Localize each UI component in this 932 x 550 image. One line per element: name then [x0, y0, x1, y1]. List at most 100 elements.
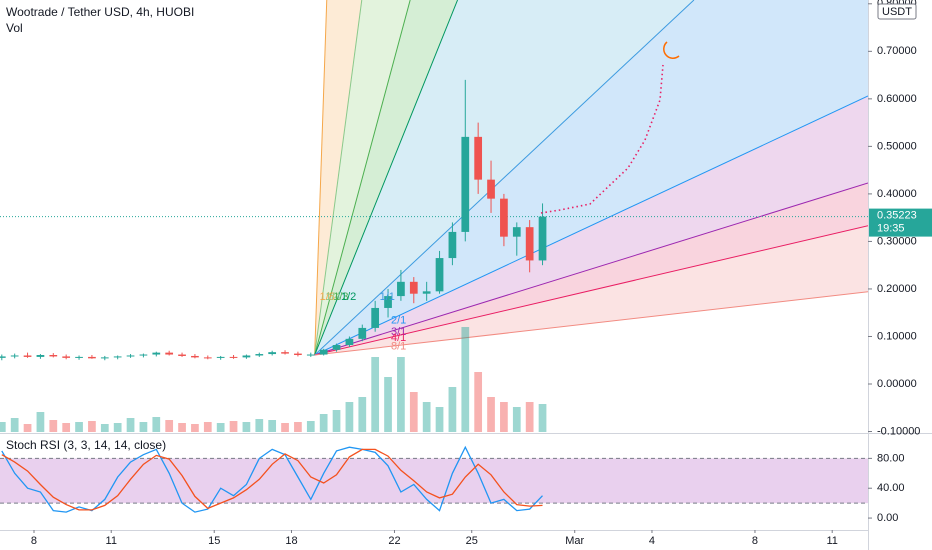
volume-bar: [358, 397, 367, 432]
fan-label: 4/1: [391, 332, 406, 344]
x-tick-label: 4: [649, 535, 655, 547]
volume-bar: [409, 392, 418, 432]
candle-body: [422, 291, 431, 294]
volume-bar: [242, 422, 251, 432]
candle-body: [474, 136, 483, 180]
volume-bar: [525, 402, 534, 432]
volume-bar: [435, 407, 444, 432]
volume-bar: [255, 419, 264, 432]
candle-body: [268, 352, 277, 355]
x-tick-label: 11: [106, 535, 117, 547]
band-fill: [0, 458, 868, 504]
x-tick-label: Mar: [565, 535, 584, 547]
fan-line: [314, 0, 695, 356]
volume-bar: [319, 414, 328, 432]
currency: USDT: [882, 6, 912, 18]
candle-body: [178, 354, 186, 356]
y-tick-label: 0.30000: [877, 235, 917, 247]
candle-body: [332, 345, 341, 350]
y-tick-label: 0.60000: [877, 93, 917, 105]
volume-bar: [88, 421, 96, 432]
stoch-title: Stoch RSI (3, 3, 14, 14, close): [6, 438, 166, 452]
candle-body: [461, 136, 470, 232]
candle-body: [229, 356, 238, 358]
fan-line: [314, 0, 459, 356]
volume-bar: [538, 404, 547, 432]
candle-body: [500, 198, 508, 237]
candle-body: [358, 327, 367, 339]
fan-label: 1/2: [341, 291, 356, 303]
fan-label: 1/4: [325, 291, 340, 303]
candle-body: [345, 338, 354, 346]
volume-bar: [152, 417, 161, 432]
candle-body: [294, 353, 302, 356]
gann-fan: [314, 0, 868, 356]
chart-title: Wootrade / Tether USD, 4h, HUOBI: [6, 5, 194, 19]
volume-bar: [62, 423, 71, 432]
fan-line: [314, 182, 868, 356]
x-tick-label: 18: [285, 535, 297, 547]
candle-body: [409, 281, 418, 294]
candle-body: [139, 354, 148, 356]
candle-body: [242, 355, 251, 358]
y-tick-label: -0.10000: [877, 425, 920, 437]
candle-body: [448, 231, 457, 259]
candle-body: [165, 352, 174, 355]
volume-bar: [126, 418, 135, 432]
volume-bar: [422, 402, 431, 432]
fan-label: 1/3: [333, 291, 348, 303]
y-tick-label: 0.70000: [877, 45, 917, 57]
candle-body: [100, 357, 109, 359]
volume-bar: [384, 377, 392, 432]
fan-line: [314, 95, 868, 356]
volume-bar: [306, 421, 315, 432]
y-tick-label: 0.20000: [877, 283, 917, 295]
volume-bar: [512, 407, 521, 432]
volume-bar: [10, 418, 19, 432]
fan-fill: [314, 0, 868, 356]
volume-bar: [474, 372, 483, 432]
fan-labels: 1/81/41/31/2 1/1 2/13/14/18/1: [320, 291, 407, 353]
volume: [0, 327, 547, 432]
candle-body: [371, 307, 380, 328]
candle-body: [435, 258, 444, 292]
volume-label: Vol: [6, 21, 23, 35]
volume-bar: [229, 421, 238, 432]
fan-line: [314, 0, 328, 356]
candle-body: [281, 352, 289, 354]
last-price-label: 0.35223: [877, 210, 917, 222]
x-tick-label: 8: [31, 535, 37, 547]
stoch-tick-label: 0.00: [877, 512, 898, 524]
candle-body: [75, 356, 83, 358]
y-tick-label: 0.10000: [877, 330, 917, 342]
volume-bar: [23, 424, 32, 432]
volume-bar: [203, 422, 212, 432]
countdown-label: 19:35: [877, 223, 905, 235]
volume-bar: [397, 357, 405, 432]
fan-label: 1/1: [380, 291, 395, 303]
candle-body: [191, 355, 199, 358]
candles: [0, 79, 547, 361]
candle-body: [49, 355, 58, 357]
fan-line: [314, 0, 363, 356]
candle-body: [216, 356, 225, 358]
fan-line: [314, 225, 868, 356]
fan-label: 2/1: [391, 315, 406, 327]
volume-bar: [36, 412, 45, 432]
fan-line: [314, 291, 868, 356]
candle-body: [203, 357, 212, 359]
volume-bar: [191, 424, 199, 432]
candle-body: [113, 356, 122, 358]
volume-bar: [178, 423, 186, 432]
volume-bar: [500, 402, 508, 432]
candle-body: [152, 352, 161, 355]
volume-bar: [345, 402, 354, 432]
volume-bar: [332, 410, 341, 432]
candle-body: [397, 281, 405, 297]
fan-label: 1/8: [320, 291, 335, 303]
candle-body: [384, 296, 392, 308]
candle-body: [88, 356, 96, 359]
candle-body: [62, 356, 71, 358]
candle-body: [10, 355, 19, 357]
volume-bar: [294, 422, 302, 432]
